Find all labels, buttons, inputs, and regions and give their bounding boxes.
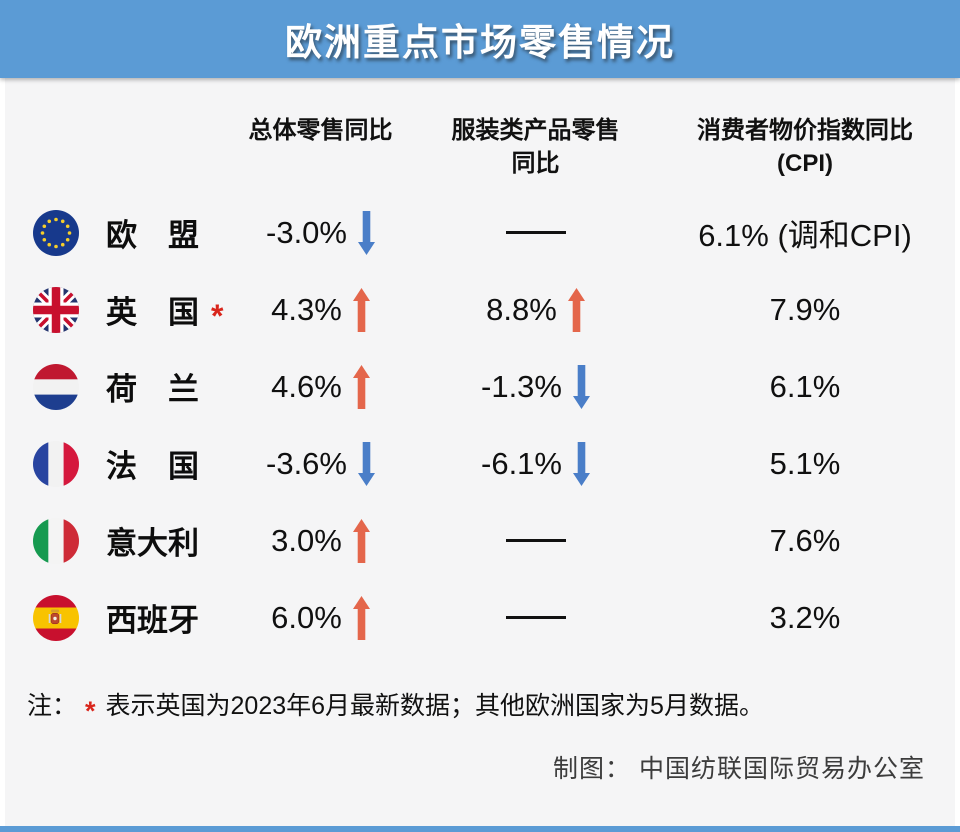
italy-flag-icon (33, 517, 79, 564)
uk-asterisk-mark: * (211, 298, 224, 334)
footnote-asterisk: * (85, 696, 96, 726)
up-arrow-icon (352, 364, 370, 409)
up-arrow-icon (352, 518, 370, 563)
overall-retail-value: 4.3% (271, 291, 342, 327)
apparel-retail-cell: -1.3% (413, 364, 658, 409)
cpi-header-line2: (CPI) (777, 150, 833, 177)
country-cell: 法 国 (33, 440, 228, 487)
cpi-cell: 3.2% (658, 600, 952, 636)
country-name: 西班牙 (106, 603, 199, 638)
cpi-value: 7.9% (769, 291, 841, 327)
up-arrow-icon (352, 287, 370, 332)
france-flag-icon (33, 440, 79, 487)
apparel-header-line2: 同比 (511, 150, 560, 177)
cpi-value: 6.1% (769, 368, 841, 404)
overall-retail-cell: 4.3% (228, 287, 413, 332)
country-name: 荷 兰 (106, 372, 199, 407)
apparel-retail-value: 8.8% (486, 291, 557, 327)
country-cell: 意大利 (33, 517, 228, 564)
cpi-value: 5.1% (769, 445, 841, 481)
footnote: 注： * 表示英国为2023年6月最新数据；其他欧洲国家为5月数据。 (5, 686, 955, 726)
up-arrow-icon (567, 287, 585, 332)
page-title: 欧洲重点市场零售情况 (285, 22, 675, 63)
column-header-row: 总体零售同比 服装类产品零售 同比 消费者物价指数同比 (CPI) (5, 114, 955, 180)
spain-flag-icon (33, 594, 79, 641)
table-row-uk: 英 国 * 4.3% 8.8% 7.9% (5, 271, 955, 348)
table-row-eu: 欧 盟 -3.0% 6.1% (调和CPI) (5, 194, 955, 271)
country-cell: 英 国 * (33, 286, 228, 334)
netherlands-flag-icon (33, 363, 79, 410)
cpi-value: 7.6% (769, 522, 841, 558)
apparel-header-line1: 服装类产品零售 (451, 117, 620, 144)
table-row-spain: 西班牙 6.0% 3.2% (5, 579, 955, 656)
cpi-value: 6.1% (调和CPI) (698, 218, 912, 253)
cpi-cell: 7.9% (658, 292, 952, 328)
table-row-italy: 意大利 3.0% 7.6% (5, 502, 955, 579)
country-cell: 欧 盟 (33, 209, 228, 256)
overall-retail-cell: -3.0% (228, 210, 413, 255)
down-arrow-icon (572, 364, 590, 409)
footnote-prefix: 注： (27, 692, 78, 720)
down-arrow-icon (357, 210, 375, 255)
apparel-retail-cell: -6.1% (413, 441, 658, 486)
column-header-overall-retail: 总体零售同比 (248, 117, 393, 144)
apparel-retail-cell (413, 539, 658, 542)
overall-retail-cell: 4.6% (228, 364, 413, 409)
no-data-dash (505, 616, 566, 619)
column-header-apparel-retail: 服装类产品零售 同比 (413, 114, 658, 180)
apparel-retail-cell (413, 616, 658, 619)
cpi-value: 3.2% (769, 599, 841, 635)
overall-retail-value: 6.0% (271, 599, 342, 635)
cpi-cell: 6.1% (调和CPI) (658, 210, 952, 255)
apparel-retail-value: -6.1% (481, 445, 562, 481)
apparel-retail-cell: 8.8% (413, 287, 658, 332)
content-card: 总体零售同比 服装类产品零售 同比 消费者物价指数同比 (CPI) (5, 78, 955, 826)
column-header-cpi: 消费者物价指数同比 (CPI) (658, 114, 952, 180)
cpi-cell: 7.6% (658, 523, 952, 559)
table-row-france: 法 国 -3.6% -6.1% 5.1% (5, 425, 955, 502)
eu-flag-icon (33, 209, 79, 256)
no-data-dash (505, 231, 566, 234)
overall-retail-value: -3.6% (266, 445, 347, 481)
overall-retail-cell: 3.0% (228, 518, 413, 563)
overall-retail-cell: -3.6% (228, 441, 413, 486)
overall-retail-value: 3.0% (271, 522, 342, 558)
overall-retail-value: 4.6% (271, 368, 342, 404)
country-name: 英 国 (106, 295, 199, 330)
country-cell: 西班牙 (33, 594, 228, 641)
apparel-retail-value: -1.3% (481, 368, 562, 404)
country-name: 意大利 (106, 526, 199, 561)
cpi-cell: 6.1% (658, 369, 952, 405)
apparel-retail-cell (413, 231, 658, 234)
down-arrow-icon (572, 441, 590, 486)
footnote-text: 表示英国为2023年6月最新数据；其他欧洲国家为5月数据。 (105, 692, 764, 720)
down-arrow-icon (357, 441, 375, 486)
cpi-header-line1: 消费者物价指数同比 (697, 117, 913, 144)
no-data-dash (505, 539, 566, 542)
bottom-accent-bar (0, 826, 960, 832)
country-name: 法 国 (106, 449, 199, 484)
overall-retail-value: -3.0% (266, 214, 347, 250)
country-name: 欧 盟 (106, 218, 199, 253)
up-arrow-icon (352, 595, 370, 640)
cpi-cell: 5.1% (658, 446, 952, 482)
overall-retail-cell: 6.0% (228, 595, 413, 640)
table-body: 欧 盟 -3.0% 6.1% (调和CPI) (5, 194, 955, 656)
uk-flag-icon (33, 286, 79, 333)
title-bar: 欧洲重点市场零售情况 (0, 0, 960, 78)
country-cell: 荷 兰 (33, 363, 228, 410)
table-row-netherlands: 荷 兰 4.6% -1.3% 6.1% (5, 348, 955, 425)
credit-line: 制图： 中国纺联国际贸易办公室 (553, 755, 925, 783)
